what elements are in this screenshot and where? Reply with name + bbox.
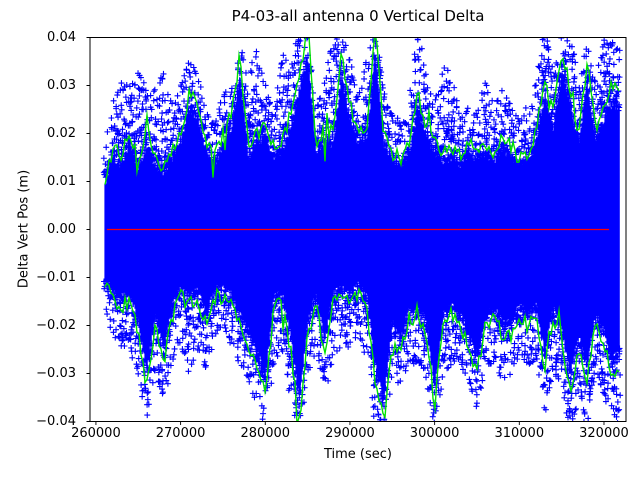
y-tick-label: −0.02 bbox=[36, 317, 76, 333]
x-axis-label: Time (sec) bbox=[323, 447, 392, 462]
x-tick-label: 280000 bbox=[240, 426, 291, 441]
y-tick-label: 0.02 bbox=[47, 125, 76, 141]
x-tick-label: 270000 bbox=[155, 426, 206, 441]
y-tick-label: −0.03 bbox=[36, 365, 76, 381]
y-tick-label: 0.01 bbox=[47, 173, 76, 189]
x-tick-label: 260000 bbox=[71, 426, 121, 441]
y-tick-label: −0.01 bbox=[36, 269, 76, 285]
y-tick-label: −0.04 bbox=[36, 413, 76, 429]
x-tick-label: 300000 bbox=[409, 426, 460, 441]
chart-title: P4-03-all antenna 0 Vertical Delta bbox=[231, 7, 485, 25]
x-tick-label: 320000 bbox=[579, 426, 629, 441]
x-tick-label: 290000 bbox=[325, 426, 375, 441]
y-tick-label: 0.00 bbox=[47, 221, 76, 237]
y-tick-label: 0.03 bbox=[47, 77, 76, 93]
y-tick-label: 0.04 bbox=[47, 29, 76, 45]
x-tick-label: 310000 bbox=[494, 426, 545, 441]
